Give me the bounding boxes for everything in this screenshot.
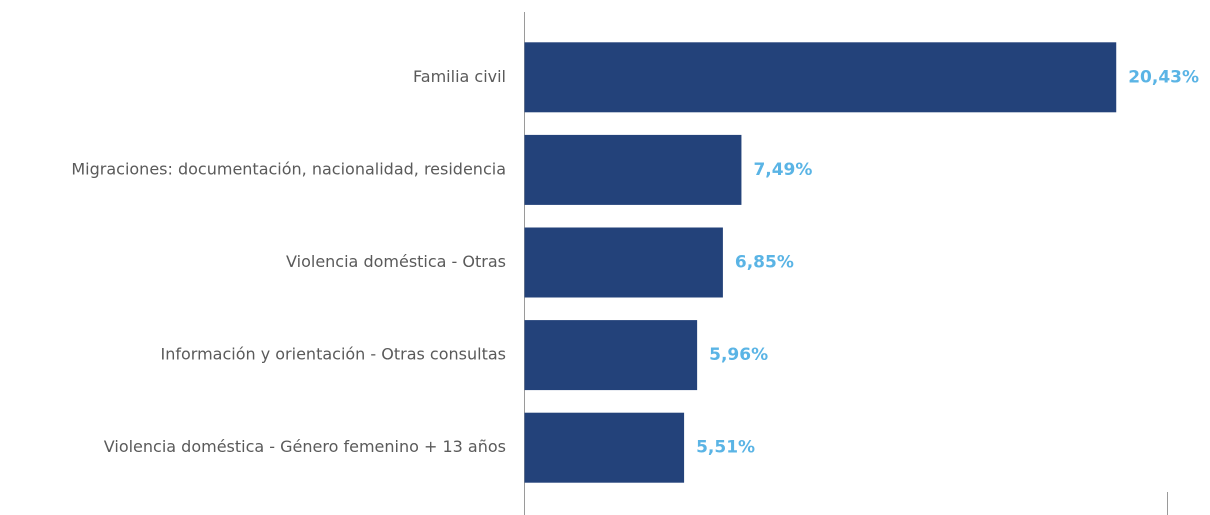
category-label: Familia civil xyxy=(413,67,506,86)
bar xyxy=(524,412,685,483)
value-label: 5,51% xyxy=(696,438,755,458)
bar xyxy=(524,134,742,205)
bar xyxy=(524,320,698,391)
value-label: 6,85% xyxy=(735,253,794,273)
category-label: Migraciones: documentación, nacionalidad… xyxy=(71,159,506,178)
bar xyxy=(524,42,1117,113)
category-label: Violencia doméstica - Otras xyxy=(286,252,506,271)
value-label: 5,96% xyxy=(709,345,768,365)
category-label: Violencia doméstica - Género femenino + … xyxy=(104,437,506,456)
category-label: Información y orientación - Otras consul… xyxy=(160,345,506,364)
value-label: 7,49% xyxy=(753,160,812,180)
bar xyxy=(524,227,723,298)
value-label: 20,43% xyxy=(1128,67,1199,87)
